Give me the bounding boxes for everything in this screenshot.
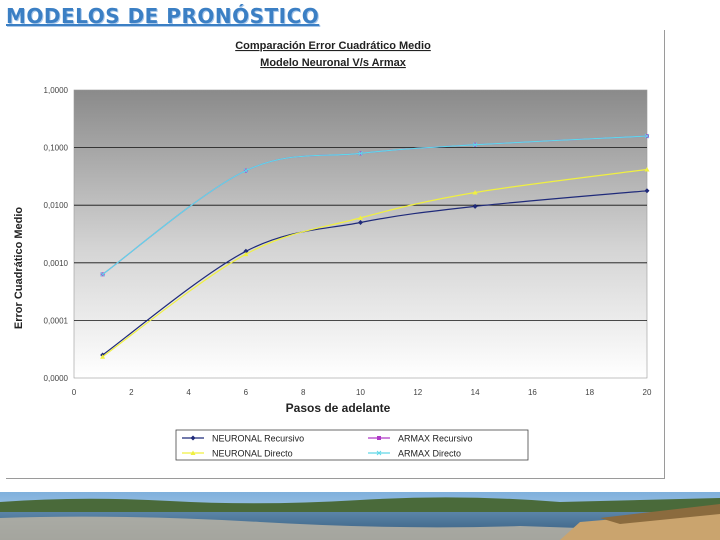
y-tick-label: 1,0000 (44, 86, 69, 95)
data-point (644, 133, 650, 139)
slide-title: MODELOS DE PRONÓSTICO (6, 4, 320, 28)
data-point (376, 450, 382, 456)
chart-legend: NEURONAL Recursivo ARMAX Recursivo NEURONA… (175, 429, 529, 461)
data-point (358, 215, 363, 220)
x-tick-label: 12 (413, 388, 422, 397)
x-axis-label: Pasos de adelante (286, 401, 391, 415)
y-tick-label: 0,0100 (44, 201, 69, 210)
river-landscape-photo (0, 492, 720, 540)
grid-lines (74, 147, 647, 321)
data-point (358, 151, 363, 156)
chart-frame (6, 30, 665, 479)
y-tick-label: 0,0001 (44, 316, 69, 325)
data-point (644, 188, 650, 194)
legend-box (175, 429, 529, 461)
data-point (472, 190, 478, 195)
data-point (358, 219, 363, 225)
y-axis-label: Error Cuadrático Medio (13, 207, 25, 330)
data-point (472, 203, 478, 209)
series-layer (100, 133, 650, 359)
x-axis-ticks: 0 2 4 6 8 10 12 14 16 18 20 (72, 388, 652, 397)
x-tick-label: 4 (186, 388, 191, 397)
chart-title: Comparación Error Cuadrático Medio (235, 40, 431, 52)
data-point (100, 271, 106, 277)
y-tick-label: 0,0000 (44, 374, 69, 383)
data-point (377, 436, 381, 440)
x-tick-label: 18 (585, 388, 594, 397)
x-tick-label: 6 (244, 388, 249, 397)
data-point (100, 354, 106, 359)
legend-label: ARMAX Recursivo (398, 434, 473, 444)
legend-label: NEURONAL Recursivo (212, 434, 304, 444)
x-tick-label: 14 (471, 388, 480, 397)
x-tick-label: 2 (129, 388, 134, 397)
x-tick-label: 8 (301, 388, 306, 397)
plot-area (73, 89, 648, 379)
chart-subtitle: Modelo Neuronal V/s Armax (260, 57, 407, 69)
y-tick-label: 0,1000 (44, 144, 69, 153)
data-point (190, 450, 196, 455)
x-tick-label: 0 (72, 388, 77, 397)
data-point (243, 168, 249, 173)
data-point (190, 435, 196, 441)
legend-label: ARMAX Directo (398, 449, 461, 459)
data-point (644, 166, 650, 172)
y-tick-label: 0,0010 (44, 259, 69, 268)
x-tick-label: 20 (643, 388, 652, 397)
legend-label: NEURONAL Directo (212, 449, 293, 459)
data-point (243, 248, 249, 254)
data-point (243, 251, 249, 257)
x-tick-label: 10 (356, 388, 365, 397)
data-point (472, 142, 478, 148)
x-tick-label: 16 (528, 388, 537, 397)
y-axis-ticks: 0,0000 0,0001 0,0010 0,0100 0,1000 1,0000 (44, 86, 69, 383)
